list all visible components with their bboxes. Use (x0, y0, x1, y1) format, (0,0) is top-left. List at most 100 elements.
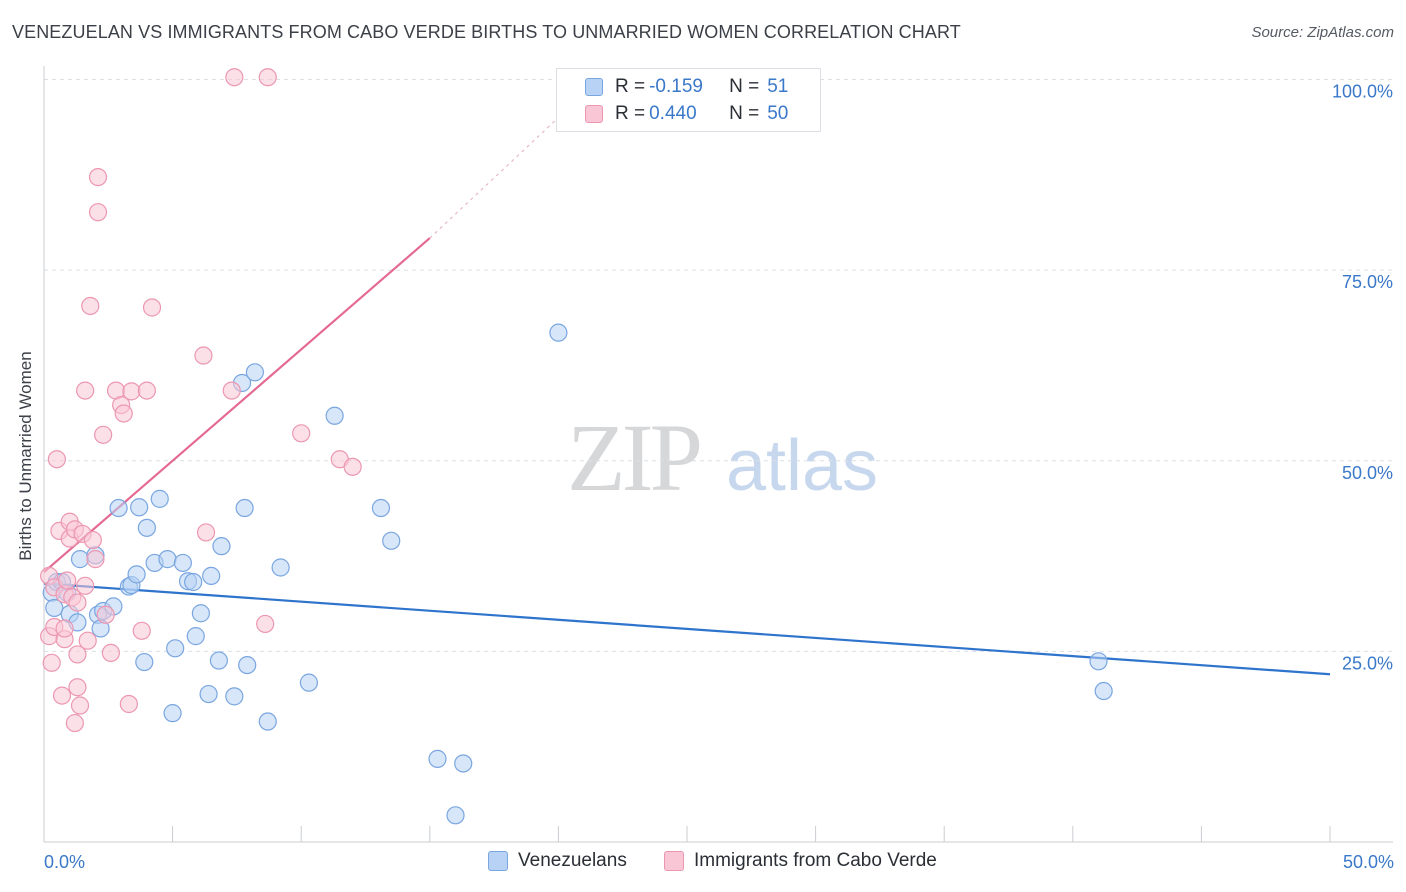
point-venezuelans (150, 489, 169, 508)
point-cabo-verde (76, 576, 95, 595)
point-cabo-verde (68, 593, 87, 612)
point-venezuelans (371, 498, 391, 518)
point-cabo-verde (70, 696, 90, 715)
point-cabo-verde (65, 713, 84, 733)
point-cabo-verde (114, 404, 133, 423)
point-cabo-verde (86, 550, 105, 569)
point-venezuelans (212, 537, 231, 556)
point-cabo-verde (68, 645, 87, 664)
point-venezuelans (446, 806, 465, 825)
point-cabo-verde (132, 621, 151, 640)
source-label: Source: ZipAtlas.com (1251, 24, 1394, 41)
point-cabo-verde (343, 457, 362, 476)
grid-layer (44, 79, 1393, 652)
point-cabo-verde (76, 381, 95, 400)
legend-r-label: R = (615, 76, 646, 97)
point-cabo-verde (119, 694, 138, 714)
point-venezuelans (225, 687, 244, 706)
point-cabo-verde (52, 686, 72, 705)
trend-line-cabo-verde (43, 237, 431, 573)
point-venezuelans (191, 604, 210, 623)
watermark-zip: ZIP (567, 404, 700, 511)
point-venezuelans (158, 550, 177, 569)
x-tick-label-max: 50.0% (1342, 852, 1394, 872)
point-venezuelans (184, 572, 203, 592)
point-venezuelans (202, 566, 221, 585)
point-cabo-verde (196, 523, 216, 542)
point-venezuelans (127, 565, 146, 584)
point-cabo-verde (137, 381, 156, 400)
point-cabo-verde (83, 530, 102, 550)
y-tick-label: 100.0% (1332, 82, 1393, 102)
point-cabo-verde (225, 68, 244, 87)
legend-r-label: R = (615, 103, 646, 124)
point-venezuelans (186, 627, 205, 646)
legend-n-value: 51 (767, 76, 789, 97)
point-venezuelans (135, 652, 154, 672)
legend-swatch-venezuelans (585, 78, 603, 96)
point-venezuelans (166, 639, 185, 658)
point-venezuelans (549, 323, 568, 342)
point-cabo-verde (42, 653, 61, 672)
bottom-legend-venezuelans: Venezuelans (488, 850, 627, 872)
point-cabo-verde (258, 68, 277, 87)
point-venezuelans (258, 712, 277, 731)
trend-line-cabo-verde-extension (429, 117, 559, 239)
point-cabo-verde (88, 203, 108, 222)
legend-row-venezuelans: R = -0.159 N = 51 (557, 74, 788, 100)
point-cabo-verde (96, 605, 115, 624)
point-cabo-verde (78, 631, 97, 650)
correlation-legend: R = -0.159 N = 51 R = 0.440 N = 50 (556, 68, 821, 132)
point-venezuelans (209, 651, 228, 670)
points-layer (40, 68, 1113, 825)
point-cabo-verde (68, 678, 87, 697)
point-venezuelans (428, 749, 447, 768)
point-venezuelans (130, 498, 149, 517)
point-cabo-verde (142, 298, 162, 317)
point-venezuelans (173, 553, 192, 573)
x-tick-label-min: 0.0% (44, 852, 86, 872)
point-cabo-verde (58, 571, 77, 590)
legend-swatch-cabo-verde (585, 105, 603, 123)
y-tick-label: 50.0% (1342, 463, 1393, 483)
point-cabo-verde (81, 296, 100, 316)
legend-n-label: N = (729, 76, 760, 97)
legend-r-value: 0.440 (649, 103, 697, 124)
trend-line-venezuelans (43, 582, 1331, 676)
point-cabo-verde (122, 382, 141, 401)
point-cabo-verde (94, 425, 113, 444)
point-cabo-verde (222, 381, 241, 400)
point-venezuelans (382, 531, 401, 550)
bottom-legend-cabo-verde: Immigrants from Cabo Verde (664, 850, 937, 872)
bottom-legend-label: Immigrants from Cabo Verde (694, 850, 937, 871)
point-cabo-verde (194, 346, 213, 365)
bottom-legend-swatch-venezuelans (488, 851, 508, 871)
legend-n-label: N = (729, 103, 760, 124)
trend-layer (43, 117, 1331, 676)
point-venezuelans (163, 704, 182, 723)
point-cabo-verde (292, 424, 311, 443)
point-cabo-verde (256, 614, 275, 634)
point-venezuelans (45, 598, 64, 618)
point-venezuelans (1094, 681, 1113, 701)
point-venezuelans (238, 655, 257, 675)
y-tick-label: 25.0% (1342, 653, 1393, 673)
point-cabo-verde (88, 168, 108, 187)
point-venezuelans (271, 558, 290, 577)
legend-row-cabo-verde: R = 0.440 N = 50 (557, 101, 788, 127)
axis-layer (43, 66, 1393, 843)
legend-n-value: 50 (767, 103, 789, 124)
point-venezuelans (325, 406, 344, 425)
legend-r-value: -0.159 (649, 76, 703, 97)
watermark-atlas: atlas (726, 426, 878, 506)
y-tick-labels: 100.0% 75.0% 50.0% 25.0% (1332, 82, 1393, 674)
y-tick-label: 75.0% (1342, 272, 1393, 292)
bottom-legend-label: Venezuelans (518, 850, 627, 871)
point-venezuelans (454, 754, 473, 773)
point-venezuelans (199, 684, 218, 704)
point-cabo-verde (55, 619, 74, 638)
point-cabo-verde (47, 450, 66, 469)
point-venezuelans (1089, 652, 1108, 671)
point-cabo-verde (101, 643, 120, 663)
